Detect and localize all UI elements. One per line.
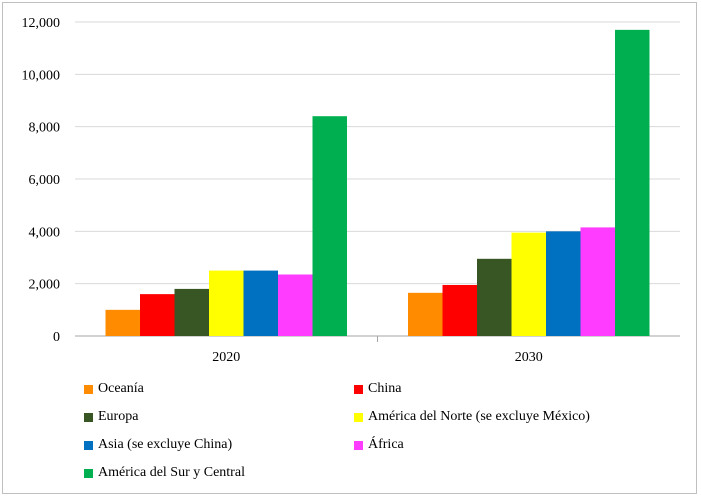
- bar: [209, 270, 244, 336]
- legend-swatch: [84, 468, 93, 478]
- legend-label: África: [368, 437, 404, 452]
- legend-label: América del Norte (se excluye México): [368, 409, 590, 424]
- legend-item-america-del-norte: América del Norte (se excluye México): [354, 408, 590, 426]
- x-axis-tick-labels: 2020 2030: [212, 350, 543, 365]
- bar: [580, 227, 615, 336]
- y-tick-label: 8,000: [29, 121, 61, 136]
- bar: [278, 274, 313, 336]
- bar: [511, 232, 546, 336]
- y-tick-label: 10,000: [22, 68, 61, 83]
- legend-label: China: [368, 381, 402, 396]
- legend-item-oceania: Oceanía: [84, 380, 144, 398]
- x-tick-label: 2020: [212, 350, 240, 365]
- bar: [477, 258, 512, 336]
- bar: [442, 284, 477, 336]
- legend-swatch: [84, 440, 93, 450]
- y-axis-tick-labels: 0 2,000 4,000 6,000 8,000 10,000 12,000: [22, 16, 61, 345]
- legend-swatch: [354, 440, 363, 450]
- y-tick-label: 12,000: [22, 16, 61, 31]
- bar: [140, 294, 175, 336]
- legend-item-asia: Asia (se excluye China): [84, 436, 232, 454]
- bar: [408, 292, 443, 336]
- y-tick-label: 2,000: [29, 278, 61, 293]
- legend-label: Europa: [98, 409, 139, 424]
- bar: [174, 288, 209, 336]
- y-tick-label: 6,000: [29, 173, 61, 188]
- bar: [312, 116, 347, 336]
- legend-swatch: [354, 384, 363, 394]
- legend-item-africa: África: [354, 436, 404, 454]
- y-tick-label: 4,000: [29, 225, 61, 240]
- bar: [105, 309, 140, 336]
- legend-swatch: [354, 412, 363, 422]
- legend-swatch: [84, 384, 93, 394]
- bar: [615, 29, 650, 336]
- y-tick-label: 0: [53, 330, 60, 345]
- bar: [243, 270, 278, 336]
- bar: [546, 231, 581, 336]
- legend-label: Asia (se excluye China): [98, 437, 233, 452]
- legend-swatch: [84, 412, 93, 422]
- legend-item-america-del-sur-y-central: América del Sur y Central: [84, 464, 245, 482]
- legend-label: Oceanía: [98, 381, 144, 396]
- bars: [105, 29, 650, 336]
- x-tick-label: 2030: [515, 350, 543, 365]
- legend-item-china: China: [354, 380, 401, 398]
- legend-item-europa: Europa: [84, 408, 138, 426]
- legend-label: América del Sur y Central: [98, 465, 245, 480]
